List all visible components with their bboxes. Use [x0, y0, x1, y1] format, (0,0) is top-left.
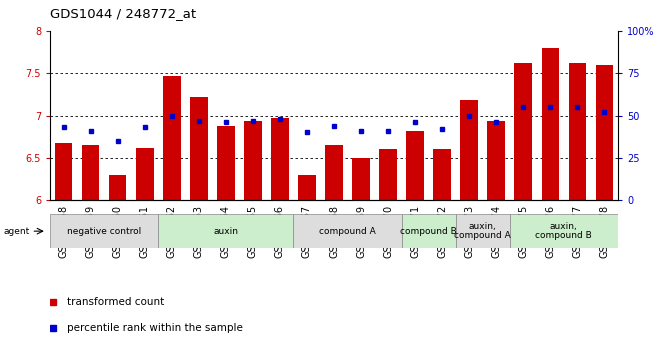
Bar [293, 214, 401, 248]
Bar [401, 214, 456, 248]
Bar [190, 97, 208, 200]
Bar [352, 158, 370, 200]
Bar [82, 145, 100, 200]
Bar [568, 63, 586, 200]
Bar [136, 148, 154, 200]
Text: auxin,
compound B: auxin, compound B [536, 222, 593, 240]
Text: percentile rank within the sample: percentile rank within the sample [67, 323, 243, 333]
Bar [460, 100, 478, 200]
Text: compound B: compound B [400, 227, 457, 236]
Bar [271, 118, 289, 200]
Bar [55, 142, 72, 200]
Text: auxin: auxin [213, 227, 238, 236]
Bar [244, 121, 262, 200]
Bar [379, 149, 397, 200]
Bar [514, 63, 532, 200]
Bar [158, 214, 293, 248]
Text: negative control: negative control [67, 227, 142, 236]
Bar [217, 126, 234, 200]
Text: auxin,
compound A: auxin, compound A [454, 222, 511, 240]
Bar [456, 214, 510, 248]
Bar [488, 121, 505, 200]
Bar [163, 76, 180, 200]
Text: transformed count: transformed count [67, 297, 164, 307]
Text: GDS1044 / 248772_at: GDS1044 / 248772_at [50, 7, 196, 20]
Text: agent: agent [3, 227, 29, 236]
Bar [325, 145, 343, 200]
Bar [50, 214, 158, 248]
Text: compound A: compound A [319, 227, 376, 236]
Bar [109, 175, 126, 200]
Bar [406, 131, 424, 200]
Bar [542, 48, 559, 200]
Bar [596, 65, 613, 200]
Bar [434, 149, 451, 200]
Bar [298, 175, 316, 200]
Bar [510, 214, 618, 248]
